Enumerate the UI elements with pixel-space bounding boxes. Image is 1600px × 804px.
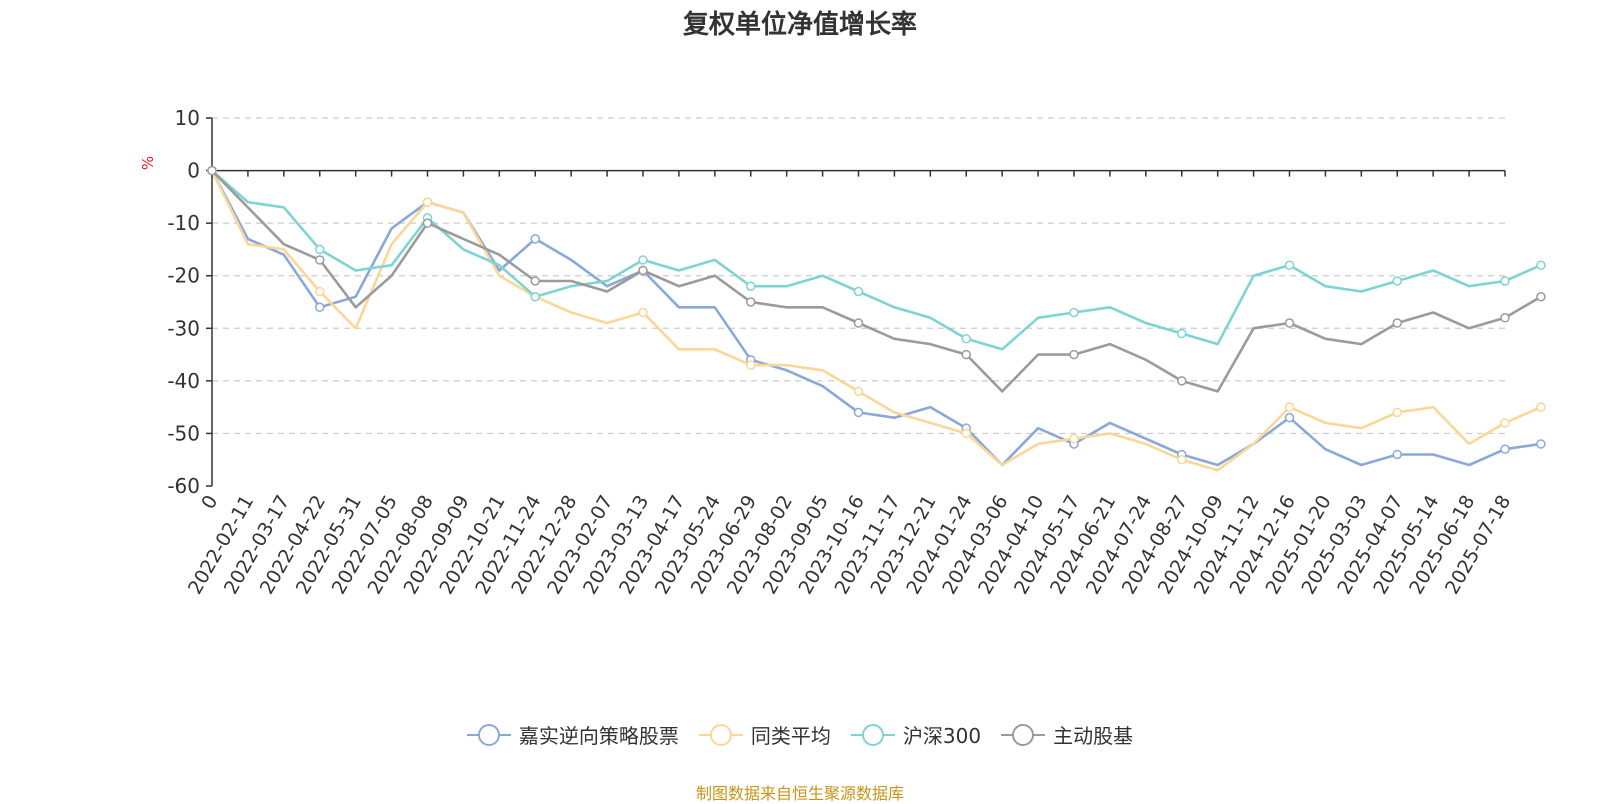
y-tick-label: 0 (187, 159, 200, 183)
data-point (1536, 439, 1546, 449)
legend-label: 同类平均 (750, 724, 831, 748)
data-point (1284, 318, 1295, 328)
data-point (853, 407, 864, 418)
legend-label: 嘉实逆向策略股票 (518, 724, 679, 748)
data-point (1392, 407, 1402, 418)
data-point (315, 286, 325, 297)
legend-item[interactable]: 嘉实逆向策略股票 (466, 720, 679, 749)
data-point (853, 386, 864, 397)
data-point (853, 286, 864, 297)
data-point (1177, 454, 1187, 465)
legend-item[interactable]: 同类平均 (698, 720, 831, 749)
data-point (1069, 307, 1079, 318)
data-point (422, 197, 433, 207)
data-point (530, 276, 540, 286)
series-line (211, 169, 1542, 351)
y-tick-label: -30 (167, 316, 200, 340)
data-point (1284, 412, 1295, 423)
legend: 嘉实逆向策略股票 同类平均 沪深300 主动股基 (0, 720, 1600, 749)
series-line (211, 169, 1542, 393)
series-1 (207, 165, 1546, 472)
data-point (1284, 402, 1295, 412)
x-tick-label: 0 (197, 492, 222, 513)
data-point (1177, 328, 1187, 339)
data-point (1392, 449, 1402, 460)
data-point (1500, 444, 1510, 454)
legend-marker-icon (850, 723, 895, 746)
data-point (638, 255, 648, 265)
series-2 (207, 165, 1546, 351)
series-3 (207, 165, 1546, 393)
data-point (1392, 276, 1402, 286)
y-tick-label: 10 (175, 106, 200, 130)
data-point (530, 291, 540, 302)
data-point (315, 244, 325, 255)
chart-title: 复权单位净值增长率 (682, 10, 917, 40)
data-point (638, 265, 648, 276)
legend-label: 主动股基 (1053, 724, 1134, 748)
data-point (853, 318, 864, 328)
data-point (1536, 260, 1546, 270)
data-point (961, 428, 971, 439)
y-axis-unit: % (139, 156, 157, 170)
series-0 (207, 165, 1546, 467)
series-line (210, 169, 1542, 467)
data-point (1284, 260, 1295, 270)
data-point (1500, 276, 1510, 286)
y-tick-label: -50 (167, 421, 200, 445)
axes: 100-10-20-30-40-50-6002022-02-112022-03-… (167, 106, 1515, 598)
legend-marker-icon (1001, 723, 1046, 746)
data-point (315, 255, 325, 265)
y-tick-label: -20 (167, 264, 200, 288)
data-point (1536, 291, 1546, 302)
legend-label: 沪深300 (902, 724, 982, 748)
data-point (961, 349, 971, 360)
data-point (530, 234, 540, 244)
data-point (746, 360, 756, 370)
data-point (1500, 313, 1510, 323)
y-tick-label: -60 (167, 474, 200, 498)
legend-item[interactable]: 主动股基 (1001, 720, 1133, 749)
legend-marker-icon (466, 723, 511, 746)
data-point (1500, 418, 1510, 428)
y-tick-label: -40 (167, 369, 200, 393)
data-point (746, 281, 756, 291)
data-point (746, 297, 756, 307)
data-point (1069, 433, 1079, 444)
data-point (1536, 402, 1546, 412)
legend-item[interactable]: 沪深300 (850, 720, 982, 749)
y-tick-label: -10 (167, 211, 200, 235)
series-line (210, 170, 1542, 472)
series-layer (207, 165, 1546, 472)
data-point (1177, 376, 1187, 386)
data-source: 制图数据来自恒生聚源数据库 (695, 784, 904, 803)
data-point (1069, 349, 1079, 360)
data-point (961, 334, 971, 344)
data-point (422, 218, 433, 228)
data-point (1392, 318, 1402, 328)
data-point (638, 307, 648, 318)
legend-marker-icon (698, 723, 743, 746)
data-point (207, 165, 217, 176)
grid-lines (212, 117, 1505, 435)
data-point (315, 302, 325, 313)
